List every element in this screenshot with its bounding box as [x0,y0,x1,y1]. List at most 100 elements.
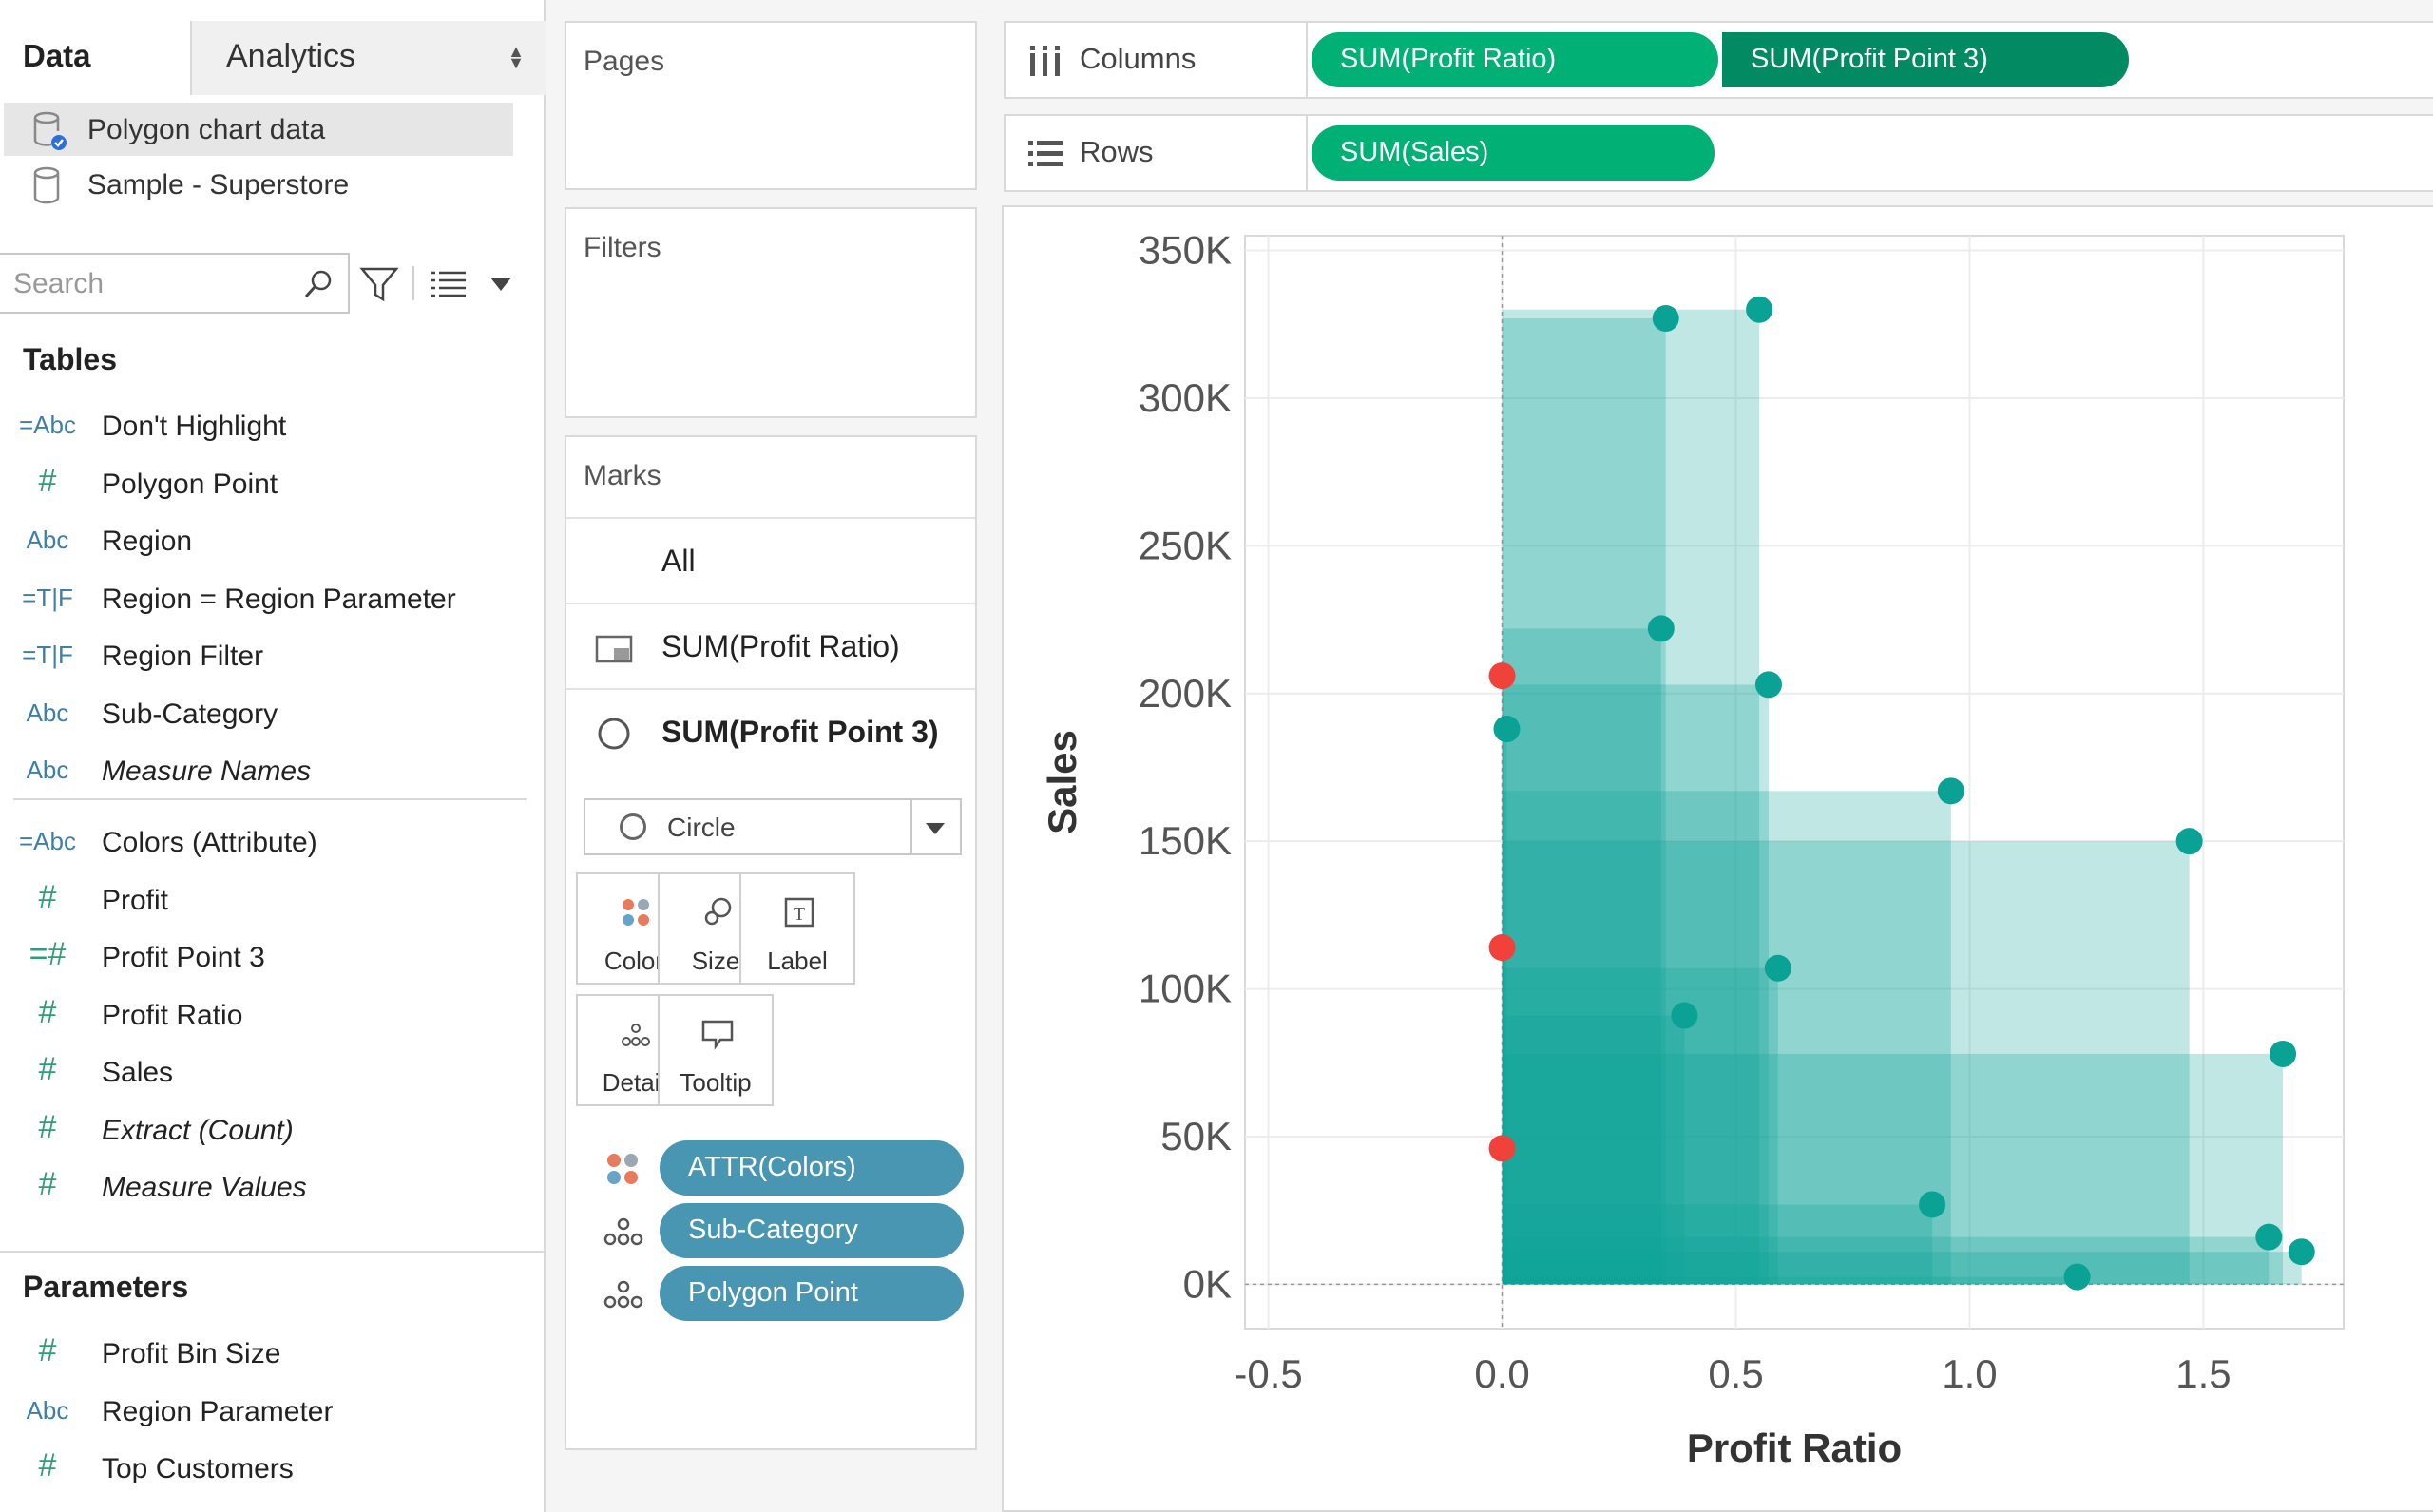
detail-icon [603,1217,643,1246]
data-point [1764,954,1791,982]
data-point [1671,1002,1698,1029]
separator [412,266,414,300]
datasource-sample-superstore[interactable]: Sample - Superstore [4,158,513,211]
field-name: Profit Bin Size [102,1338,281,1369]
cards-panel: Pages Filters Marks All SUM(Profit Ratio… [547,0,996,1512]
label-button[interactable]: T Label [739,872,855,985]
polygon-mark [1502,309,1760,1285]
field-item[interactable]: =Abc Don't Highlight [0,399,542,456]
pill-sum-sales[interactable]: SUM(Sales) [1312,125,1715,181]
data-point [1652,305,1679,333]
y-tick-label: 150K [1139,818,1232,863]
columns-shelf[interactable]: Columns SUM(Profit Ratio) SUM(Profit Poi… [1004,21,2433,99]
field-name: Region Parameter [102,1395,334,1427]
shelf-divider [1306,116,1308,190]
search-input[interactable] [13,268,289,300]
rows-icon [1028,141,1063,166]
datasource-icon [33,111,67,150]
polygon-mark [1502,628,1661,1285]
field-type-icon: # [38,462,57,499]
field-item[interactable]: # Measure Values [0,1160,542,1217]
y-tick-label: 300K [1139,375,1232,420]
field-item[interactable]: =T|F Region = Region Parameter [0,572,542,629]
field-name: Profit [102,884,169,916]
y-tick-label: 50K [1160,1114,1232,1158]
pill-sum-profit-ratio[interactable]: SUM(Profit Ratio) [1312,32,1718,87]
polygon-mark [1502,1015,1685,1285]
filters-card[interactable]: Filters [565,207,977,418]
data-point [1488,1135,1516,1162]
polygon-mark [1502,1236,2270,1285]
field-item[interactable]: Abc Measure Names [0,744,542,801]
field-type-icon: # [38,993,57,1030]
polygon-mark [1502,729,1507,1285]
field-item[interactable]: # Polygon Point [0,457,542,514]
pill-attr-colors[interactable]: ATTR(Colors) [660,1140,964,1196]
field-item[interactable]: # Profit Ratio [0,988,542,1045]
polygon-mark [1502,1204,1933,1285]
rows-shelf[interactable]: Rows SUM(Sales) [1004,114,2433,192]
field-item[interactable]: # Profit Bin Size [0,1327,542,1384]
datasource-polygon-chart-data[interactable]: Polygon chart data [4,103,513,156]
field-item[interactable]: Abc Region [0,514,542,571]
field-item[interactable]: # Extract (Count) [0,1103,542,1160]
y-axis-title: Sales [1040,730,1084,834]
circle-icon [620,813,646,840]
list-view-icon[interactable] [430,268,468,300]
tables-heading: Tables [23,342,117,376]
datasource-label: Polygon chart data [87,114,326,145]
x-tick-label: 0.0 [1474,1351,1529,1396]
filters-title: Filters [584,232,661,263]
filter-icon[interactable] [359,264,399,304]
polygon-mark [1502,791,1951,1285]
y-tick-label: 0K [1183,1261,1232,1306]
field-name: Don't Highlight [102,411,287,442]
divider [0,1251,546,1253]
mark-type-label: Circle [667,813,736,842]
marks-profit-point-3-label: SUM(Profit Point 3) [661,715,939,749]
field-item[interactable]: # Sales [0,1045,542,1102]
field-item[interactable]: =# Profit Point 3 [0,930,542,987]
marks-sum-profit-ratio[interactable]: SUM(Profit Ratio) [566,603,975,688]
marks-all[interactable]: All [566,517,975,603]
field-item[interactable]: =Abc Colors (Attribute) [0,815,542,872]
search-icon[interactable] [302,268,335,300]
x-tick-label: 1.0 [1942,1351,1997,1396]
tab-analytics[interactable]: Analytics ▲ ▼ [190,21,546,95]
polygon-chart: 0K 50K 100K 150K 200K 250K 300K 350K -0.5 0.0 0.5 1… [1040,228,2345,1470]
sort-arrows-icon[interactable]: ▲ ▼ [508,42,525,72]
pill-polygon-point[interactable]: Polygon Point [660,1266,964,1321]
size-label: Size [691,947,740,975]
field-type-icon: Abc [26,698,69,727]
tooltip-button[interactable]: Tooltip [658,994,774,1106]
pages-card[interactable]: Pages [565,21,977,190]
polygon-mark [1502,967,1778,1285]
data-point [1754,671,1782,699]
size-icon [704,897,732,926]
marks-sum-profit-point-3[interactable]: SUM(Profit Point 3) [566,688,975,774]
tab-data[interactable]: Data [0,21,190,95]
x-tick-label: 1.5 [2175,1351,2231,1396]
mark-type-dropdown[interactable]: Circle [584,798,962,855]
search-box[interactable] [0,253,350,314]
parameters-heading: Parameters [23,1270,189,1304]
pill-sum-profit-point-3[interactable]: SUM(Profit Point 3) [1722,32,2129,87]
data-point [1493,716,1521,743]
field-item[interactable]: # Top Customers [0,1442,542,1499]
field-type-icon: # [38,878,57,915]
field-type-icon: # [38,1051,57,1087]
color-label: Color [603,947,664,975]
field-item[interactable]: Abc Region Parameter [0,1385,542,1442]
dropdown-caret-icon[interactable] [489,276,513,293]
field-type-icon: # [38,1332,57,1368]
field-name: Profit Point 3 [102,942,265,973]
tooltip-icon [701,1020,734,1050]
field-item[interactable]: # Profit [0,873,542,930]
field-item[interactable]: =T|F Region Filter [0,629,542,686]
field-type-icon: # [38,1108,57,1145]
columns-label: Columns [1080,42,1197,75]
pill-sub-category[interactable]: Sub-Category [660,1203,964,1258]
polygon-mark [1502,947,1504,1285]
field-item[interactable]: Abc Sub-Category [0,687,542,744]
polygon-mark [1502,684,1769,1285]
